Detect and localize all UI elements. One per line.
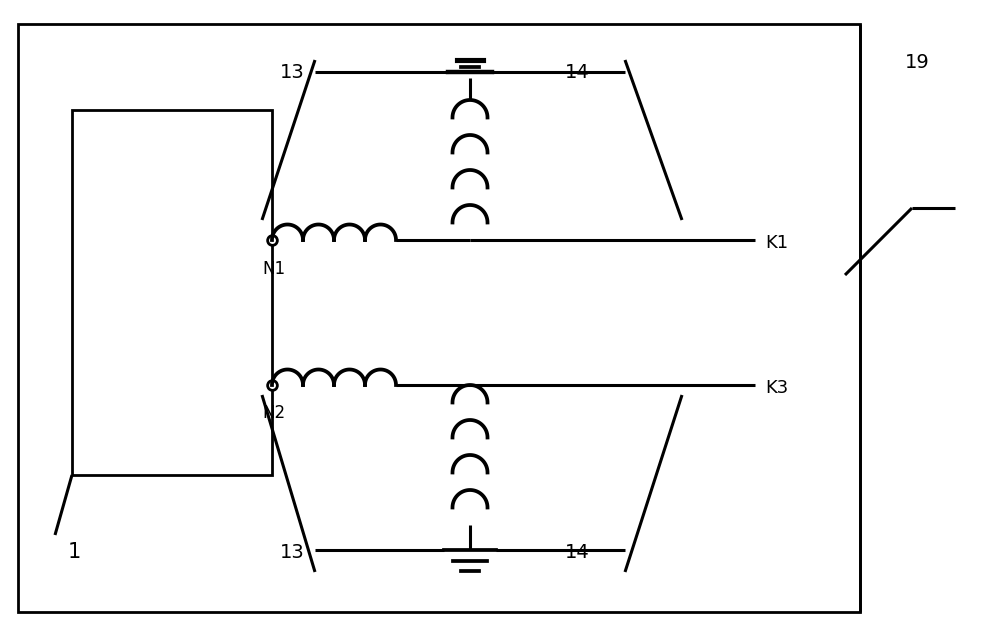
Bar <box>72 110 272 475</box>
Text: 1: 1 <box>68 542 81 562</box>
Text: K3: K3 <box>765 379 788 397</box>
Text: N2: N2 <box>262 404 285 422</box>
Text: 19: 19 <box>905 53 930 72</box>
Text: 14: 14 <box>565 543 590 562</box>
Text: K1: K1 <box>765 234 788 252</box>
Text: 13: 13 <box>280 543 305 562</box>
Text: N1: N1 <box>262 260 285 278</box>
Text: 13: 13 <box>280 63 305 82</box>
Bar <box>18 24 860 612</box>
Text: 14: 14 <box>565 63 590 82</box>
